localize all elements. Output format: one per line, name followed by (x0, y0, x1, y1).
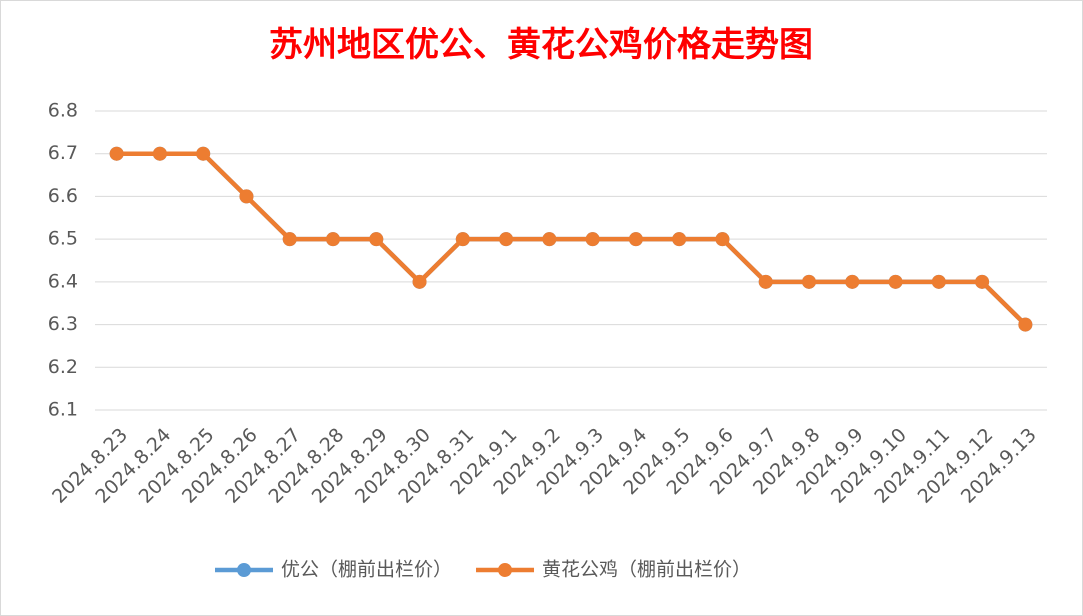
y-tick-label: 6.6 (48, 185, 78, 207)
data-point (499, 232, 514, 247)
data-point (542, 232, 557, 247)
data-point (326, 232, 340, 247)
y-tick-label: 6.7 (48, 142, 78, 164)
data-point (628, 232, 643, 247)
y-tick-label: 6.4 (48, 270, 78, 292)
data-point (152, 146, 167, 161)
data-point (239, 189, 254, 204)
y-tick-label: 6.2 (48, 356, 78, 378)
data-point (196, 146, 211, 161)
chart-title: 苏州地区优公、黄花公鸡价格走势图 (269, 25, 813, 65)
data-point (1018, 317, 1033, 332)
data-point (931, 274, 946, 289)
data-point (282, 232, 297, 247)
series-line (116, 151, 1027, 327)
y-tick-label: 6.3 (48, 313, 78, 335)
data-point (109, 146, 124, 161)
legend-label: 黄花公鸡（棚前出栏价） (542, 559, 751, 581)
legend-marker (498, 563, 513, 577)
data-point (758, 274, 773, 289)
data-point (455, 232, 470, 247)
data-point (672, 232, 687, 247)
data-point (802, 274, 816, 289)
data-point (412, 274, 427, 289)
y-tick-label: 6.8 (48, 100, 78, 122)
data-point (975, 274, 990, 289)
data-point (715, 232, 730, 247)
legend-marker (237, 563, 251, 577)
y-tick-label: 6.1 (48, 399, 78, 421)
data-point (845, 274, 860, 289)
legend-label: 优公（棚前出栏价） (281, 559, 452, 581)
data-point (888, 274, 903, 289)
y-tick-label: 6.5 (48, 228, 78, 250)
data-point (369, 232, 384, 247)
data-point (585, 232, 600, 247)
